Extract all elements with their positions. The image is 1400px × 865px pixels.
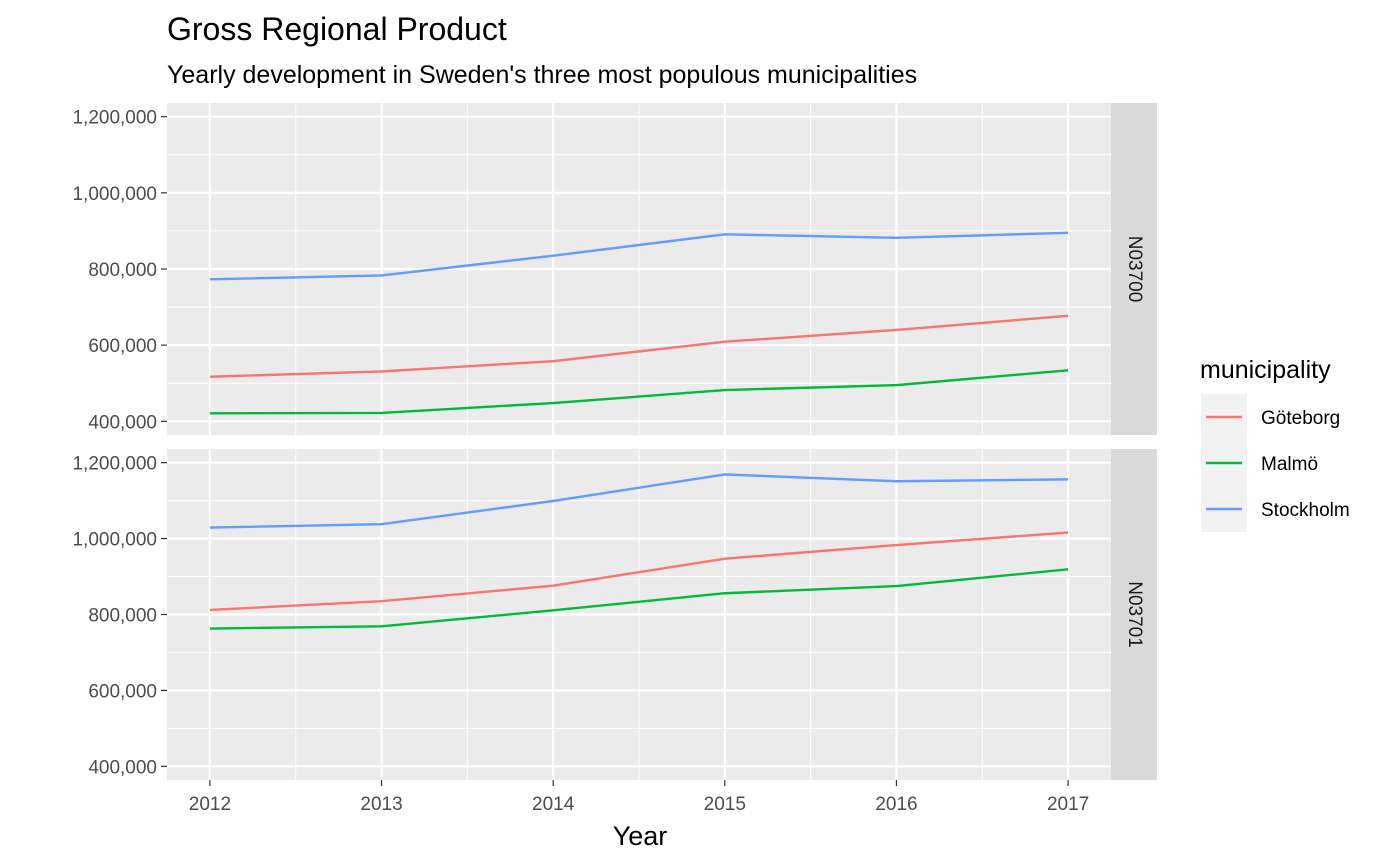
y-tick-label: 400,000 <box>88 757 157 778</box>
y-tick-label: 600,000 <box>88 681 157 702</box>
y-tick-label: 400,000 <box>88 412 157 433</box>
facet-strip-label: N03701 <box>1124 581 1145 648</box>
x-tick-label: 2012 <box>189 794 231 815</box>
panel: 400,000 600,000 800,000 1,000,000 1,200,000 N… <box>72 103 1157 435</box>
series-line-göteborg <box>209 314 1069 378</box>
legend-label: Malmö <box>1261 454 1318 475</box>
panel: 400,000 600,000 800,000 1,000,000 1,200,000 N… <box>72 449 1157 815</box>
x-tick-label: 2013 <box>360 794 402 815</box>
facet-strip <box>1111 449 1157 780</box>
series-line-göteborg <box>209 531 1069 612</box>
y-tick-label: 800,000 <box>88 606 157 627</box>
chart-subtitle: Yearly development in Sweden's three mos… <box>167 61 917 89</box>
x-tick-label: 2016 <box>875 794 917 815</box>
facet-strip-label: N03700 <box>1124 236 1145 303</box>
series-line-stockholm <box>209 473 1069 529</box>
series-line-malmö <box>209 568 1069 630</box>
x-tick-label: 2017 <box>1047 794 1089 815</box>
legend-title: municipality <box>1200 356 1331 384</box>
y-tick-label: 1,200,000 <box>72 108 157 129</box>
y-tick-label: 1,000,000 <box>72 530 157 551</box>
series-line-malmö <box>209 369 1069 415</box>
chart-title: Gross Regional Product <box>167 11 507 47</box>
legend-label: Stockholm <box>1261 500 1350 521</box>
x-tick-label: 2015 <box>704 794 746 815</box>
facet-strip <box>1111 103 1157 435</box>
x-axis-title: Year <box>613 821 668 851</box>
legend-label: Göteborg <box>1261 408 1340 429</box>
y-tick-label: 1,200,000 <box>72 454 157 475</box>
x-tick-label: 2014 <box>532 794 575 815</box>
series-line-stockholm <box>209 231 1069 281</box>
y-tick-label: 600,000 <box>88 336 157 357</box>
y-tick-label: 800,000 <box>88 260 157 281</box>
y-tick-label: 1,000,000 <box>72 184 157 205</box>
